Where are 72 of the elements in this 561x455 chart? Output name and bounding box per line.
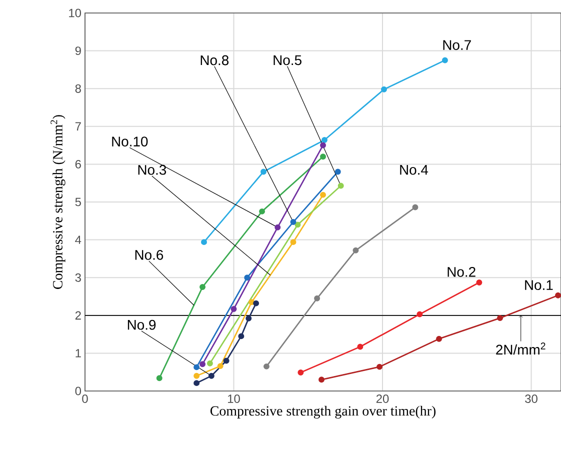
point	[442, 57, 448, 64]
point	[290, 219, 296, 226]
y-tick-label: 5	[75, 198, 81, 206]
y-tick-label: 9	[75, 46, 81, 56]
point	[156, 375, 162, 382]
y-tick-label: 8	[75, 84, 81, 93]
point	[200, 361, 206, 368]
y-tick-label: 1	[76, 349, 81, 358]
y-tick-label: 6	[75, 160, 81, 168]
point	[290, 239, 296, 246]
point	[223, 358, 230, 364]
point	[338, 182, 344, 189]
point	[436, 336, 442, 342]
point	[263, 363, 270, 370]
point	[320, 192, 326, 198]
point	[476, 280, 482, 286]
point	[412, 204, 418, 210]
y-tick-label: 0	[75, 386, 82, 396]
x-tick-label: 30	[525, 394, 538, 403]
point	[230, 306, 237, 312]
annotation: 2N/mm$^{2}$	[496, 342, 546, 355]
point	[201, 239, 207, 246]
y-tick-label: 3	[75, 273, 81, 282]
text: No.10	[112, 136, 148, 146]
point	[381, 86, 387, 92]
x-axis-title: Compressive strength gain over time(hr)	[210, 406, 436, 419]
point	[321, 137, 328, 143]
point	[259, 208, 266, 214]
point	[253, 300, 260, 306]
point	[334, 168, 341, 175]
point	[314, 295, 320, 302]
point	[260, 168, 266, 175]
point	[238, 333, 244, 340]
point	[497, 315, 504, 322]
point	[555, 292, 561, 298]
point	[376, 364, 383, 370]
point	[318, 376, 325, 383]
point	[200, 284, 206, 290]
text: No.6	[135, 250, 164, 260]
y-tick-label: 7	[75, 122, 81, 131]
point	[217, 363, 224, 370]
point	[320, 154, 326, 160]
x-tick-label: 10	[228, 394, 240, 403]
point	[357, 344, 364, 350]
point	[298, 369, 304, 376]
y-tick-label: 2	[75, 311, 81, 320]
text: No.8	[200, 55, 229, 66]
point	[194, 364, 200, 370]
y-tick-label: 4	[75, 236, 82, 244]
point	[208, 372, 214, 379]
text: No.5	[274, 55, 302, 66]
series-label: No.1	[525, 280, 553, 290]
x-tick-label: 0	[82, 394, 88, 403]
point	[246, 315, 252, 322]
text: No.4	[400, 165, 428, 175]
point	[206, 360, 213, 366]
point	[352, 247, 359, 254]
point	[274, 224, 281, 230]
series-label: No.2	[448, 266, 476, 277]
y-axis-title: Compressive strength (N/mm$^{2}$)	[50, 115, 66, 289]
point	[294, 222, 301, 228]
text: No.3	[138, 164, 166, 175]
x-tick-label: 20	[376, 394, 389, 403]
series-label: No.7	[443, 40, 471, 50]
point	[320, 142, 326, 148]
text: No.9	[128, 320, 156, 330]
y-tick-label: 10	[69, 8, 82, 18]
point	[194, 372, 200, 379]
point	[248, 299, 255, 306]
point	[416, 311, 423, 318]
point	[194, 380, 200, 386]
point	[244, 274, 250, 281]
